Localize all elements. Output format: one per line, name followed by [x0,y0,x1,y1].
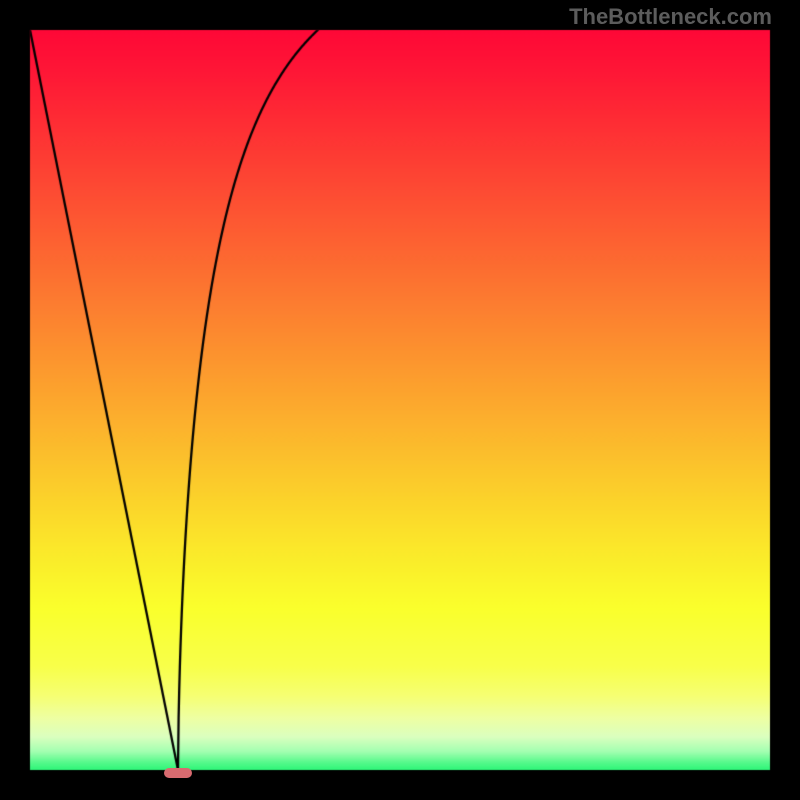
bottleneck-curve [0,0,800,800]
chart-root: TheBottleneck.com [0,0,800,800]
optimal-marker [164,765,192,775]
watermark-text: TheBottleneck.com [569,4,772,30]
